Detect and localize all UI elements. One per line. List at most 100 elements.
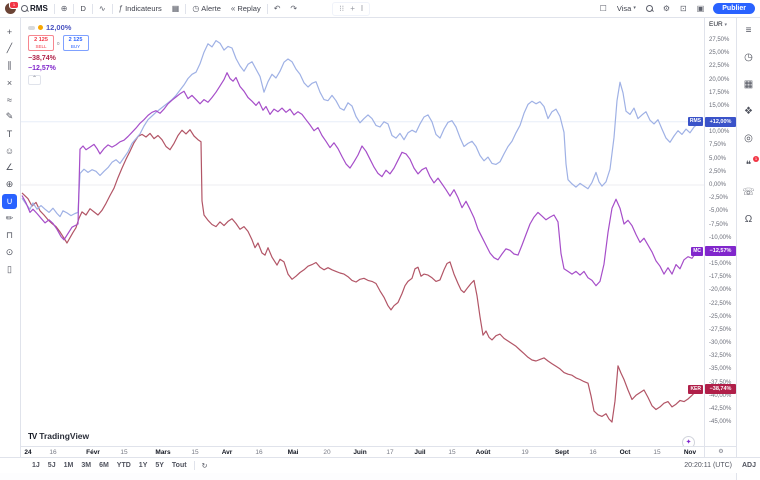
- redo-button[interactable]: ↷: [285, 1, 302, 16]
- draw-tool-icon[interactable]: ✏: [5, 213, 14, 223]
- divider: [185, 3, 187, 14]
- time-tick: 20: [323, 449, 331, 456]
- range-button-5y[interactable]: 5Y: [155, 462, 164, 469]
- price-axis-label: 0,00%: [709, 182, 727, 188]
- price-axis[interactable]: EUR ▾ 27,50% 25,00% 22,50% 20,00% 17,50% 15,0…: [704, 17, 737, 446]
- lock-tool-icon[interactable]: ⊓: [5, 230, 14, 240]
- text-tool-icon[interactable]: T: [6, 128, 13, 139]
- currency-selector[interactable]: EUR ▾: [709, 21, 728, 28]
- chevron-down-icon: ▾: [724, 22, 728, 28]
- right-sidebar: ≡◷▦❖◎❝1☏Ω◎: [736, 17, 760, 480]
- replay-button[interactable]: « Replay: [230, 3, 261, 13]
- layout-grid-button[interactable]: ▦: [167, 1, 185, 16]
- checkbox-icon-button[interactable]: ☐: [595, 1, 612, 16]
- range-button-ytd[interactable]: YTD: [116, 462, 131, 469]
- time-tick: Mai: [287, 449, 299, 456]
- ker-change-label: −38,74%: [28, 55, 56, 62]
- time-tick: 24: [24, 449, 32, 456]
- price-chart: [20, 39, 704, 423]
- replay-icon: «: [230, 3, 236, 13]
- tradingview-logo-icon: TV: [28, 431, 37, 441]
- legend-marker-icon: [38, 25, 43, 30]
- legend-collapse-button[interactable]: ⌃: [28, 75, 41, 85]
- price-tag-ker: −38,74%: [705, 384, 736, 395]
- price-axis-label: 7,50%: [709, 142, 727, 149]
- text-cursor-icon[interactable]: I: [360, 4, 364, 13]
- window-bottom-strip: [0, 472, 760, 480]
- tradingview-watermark: TV TradingView: [28, 431, 90, 441]
- quick-search-button[interactable]: [641, 1, 658, 16]
- dots-grid-icon[interactable]: ⁝⁝: [339, 4, 345, 13]
- undo-button[interactable]: ↶: [269, 1, 286, 16]
- fullscreen-button[interactable]: ⊡: [675, 1, 692, 16]
- price-axis-label: -32,50%: [709, 353, 732, 360]
- support-icon[interactable]: ☏: [742, 187, 755, 198]
- range-button-tout[interactable]: Tout: [171, 462, 187, 469]
- hide-tool-icon[interactable]: ⊙: [5, 247, 14, 257]
- range-button-1y[interactable]: 1Y: [138, 462, 148, 469]
- pattern-tool-icon[interactable]: ×: [6, 77, 13, 88]
- adj-toggle[interactable]: ADJ: [741, 462, 756, 469]
- crosshair-center-icon[interactable]: +: [350, 4, 355, 13]
- price-axis-label: -35,00%: [709, 366, 732, 373]
- account-selector[interactable]: Visa ▾: [616, 4, 636, 13]
- notifications-bell-icon[interactable]: Ω: [744, 214, 753, 225]
- range-button-1m[interactable]: 1M: [63, 462, 74, 469]
- range-button-3m[interactable]: 3M: [81, 462, 92, 469]
- compare-button[interactable]: ⊕: [56, 1, 73, 16]
- interval-button[interactable]: D: [80, 4, 86, 13]
- alert-button[interactable]: ◷ Alerte: [192, 3, 221, 13]
- parallel-channel-tool-icon[interactable]: ∥: [7, 60, 12, 70]
- symbol-name: RMS: [30, 4, 48, 13]
- zoom-in-tool-icon[interactable]: ⊕: [5, 179, 14, 189]
- range-button-6m[interactable]: 6M: [99, 462, 109, 469]
- legend-eye-icon[interactable]: [28, 25, 35, 30]
- time-tick: 17: [386, 449, 394, 456]
- brush-tool-icon[interactable]: ✎: [5, 111, 14, 121]
- time-axis[interactable]: 24 16 Févr 15 Mars 15 Avr 16 Mai 20 Juin 17 Juil 15 Ao…: [20, 446, 704, 458]
- publish-button[interactable]: Publier: [713, 3, 755, 14]
- calendar-icon[interactable]: ▦: [743, 79, 754, 90]
- price-axis-label: 2,50%: [709, 168, 727, 175]
- indicators-button[interactable]: ƒ Indicateurs: [118, 3, 162, 13]
- settings-button[interactable]: ⚙: [658, 1, 675, 16]
- buy-button[interactable]: 2 125 BUY: [62, 35, 89, 51]
- time-tick: Févr: [86, 449, 100, 456]
- symbol-search-button[interactable]: RMS: [16, 1, 53, 16]
- object-tree-icon[interactable]: ❖: [744, 106, 753, 117]
- price-axis-label: 15,00%: [709, 102, 730, 109]
- chat-icon[interactable]: ❝ 1: [745, 156, 759, 171]
- price-axis-label: -7,50%: [709, 221, 729, 228]
- sell-button[interactable]: 2 125 SELL: [28, 35, 54, 51]
- mc-change-label: −12,57%: [28, 65, 56, 72]
- undo-icon: ↶: [273, 3, 281, 13]
- price-axis-label: -40,00%: [709, 392, 732, 399]
- range-button-5j[interactable]: 5J: [47, 462, 56, 469]
- emoji-tool-icon[interactable]: ☺: [4, 145, 15, 156]
- snapshot-button[interactable]: ▣: [692, 1, 710, 16]
- time-tick: Juil: [414, 449, 426, 456]
- watchlist-icon[interactable]: ≡: [745, 25, 752, 36]
- magnet-tool-icon[interactable]: ∪: [2, 194, 17, 209]
- clock-utc[interactable]: 20:20:11 (UTC): [684, 462, 732, 469]
- chart-type-button[interactable]: ∿: [94, 1, 111, 16]
- elliott-wave-tool-icon[interactable]: ≈: [7, 94, 12, 105]
- user-avatar[interactable]: 1: [5, 1, 19, 14]
- alerts-clock-icon[interactable]: ◷: [744, 52, 753, 63]
- price-axis-label: 25,00%: [709, 50, 730, 57]
- price-axis-label: 10,00%: [709, 129, 730, 136]
- go-to-date-button[interactable]: ↻: [201, 462, 208, 470]
- ideas-icon[interactable]: ◎: [744, 133, 753, 144]
- chevron-down-icon: ▾: [633, 5, 636, 11]
- trend-line-tool-icon[interactable]: ╱: [6, 43, 13, 53]
- measure-tool-icon[interactable]: ∠: [5, 162, 14, 172]
- divider: [193, 461, 195, 470]
- chart-pane[interactable]: 12,00% 2 125 SELL 0 2 125 BUY −38,74% −1…: [20, 17, 704, 449]
- divider: [111, 3, 113, 14]
- delete-tool-icon[interactable]: ▯: [7, 264, 12, 274]
- axis-settings-button[interactable]: ⚙: [704, 446, 737, 458]
- price-axis-label: -30,00%: [709, 340, 732, 347]
- crosshair-tool-icon[interactable]: +: [6, 26, 13, 37]
- range-button-1j[interactable]: 1J: [32, 462, 40, 469]
